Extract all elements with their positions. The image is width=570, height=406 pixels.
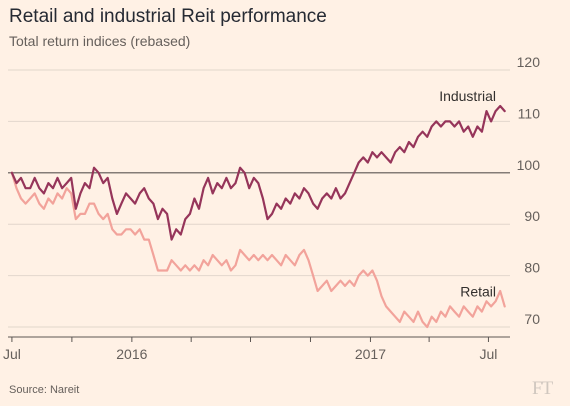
y-tick-label-120: 120 — [517, 54, 541, 70]
y-tick-label-90: 90 — [524, 208, 540, 224]
x-axis: Jul 2016 2017 Jul — [3, 336, 510, 362]
chart-title: Retail and industrial Reit performance — [9, 6, 327, 27]
series-label-industrial: Industrial — [439, 88, 496, 104]
y-tick-label-100: 100 — [517, 157, 541, 173]
chart-subtitle: Total return indices (rebased) — [9, 33, 191, 49]
series-lines — [10, 104, 506, 329]
x-tick-label-0: Jul — [3, 346, 21, 362]
gridlines — [8, 69, 510, 328]
series-line-retail — [10, 171, 506, 329]
series-label-retail: Retail — [460, 283, 496, 299]
x-tick-label-2: 2016 — [116, 346, 147, 362]
x-tick-label-6: 2017 — [355, 346, 386, 362]
series-labels: Industrial Retail — [439, 88, 496, 299]
y-tick-label-80: 80 — [524, 260, 540, 276]
y-axis-ticks: 70 80 90 100 110 120 — [517, 54, 541, 327]
y-tick-label-110: 110 — [518, 105, 541, 121]
source-note: Source: Nareit — [9, 384, 80, 396]
series-line-industrial — [10, 104, 506, 241]
x-tick-label-8: Jul — [479, 346, 497, 362]
ft-logo: FT — [532, 378, 553, 399]
y-tick-label-70: 70 — [524, 311, 540, 327]
